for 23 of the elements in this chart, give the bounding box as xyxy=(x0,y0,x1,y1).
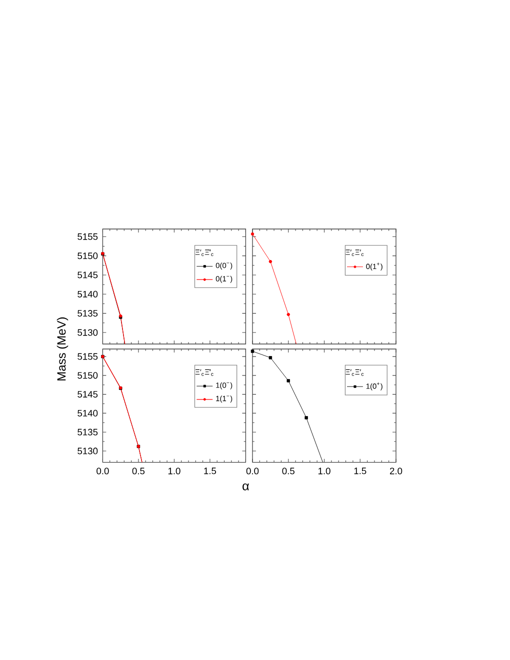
x-tick-label: 2.0 xyxy=(390,468,402,474)
x-tick-label: 1.5 xyxy=(354,468,366,474)
y-tick-label: 5135 xyxy=(78,310,98,317)
y-tick-label: 5150 xyxy=(78,372,98,379)
y-tick-label: 5130 xyxy=(78,329,98,336)
y-tick-label: 5135 xyxy=(78,428,98,436)
y-tick-label: 5140 xyxy=(78,290,98,298)
x-tick-label: 0.5 xyxy=(132,468,145,474)
x-tick-label: 0.5 xyxy=(282,468,294,474)
y-tick-label: 5155 xyxy=(78,353,98,360)
y-tick-label: 5150 xyxy=(78,252,98,260)
y-tick-label: 5155 xyxy=(78,233,98,240)
x-tick-label: 1.5 xyxy=(204,468,216,474)
x-tick-label: 1.0 xyxy=(318,468,330,474)
x-tick-label: 1.0 xyxy=(168,468,180,474)
y-axis-title: Mass (MeV) xyxy=(56,317,68,380)
x-tick-label: 0.0 xyxy=(246,468,259,474)
y-tick-label: 5145 xyxy=(78,391,98,398)
y-tick-label: 5130 xyxy=(78,448,98,454)
x-axis-title: α xyxy=(242,483,249,490)
y-tick-label: 5145 xyxy=(78,272,98,278)
y-tick-label: 5140 xyxy=(78,410,98,416)
x-tick-label: 0.0 xyxy=(96,468,109,474)
